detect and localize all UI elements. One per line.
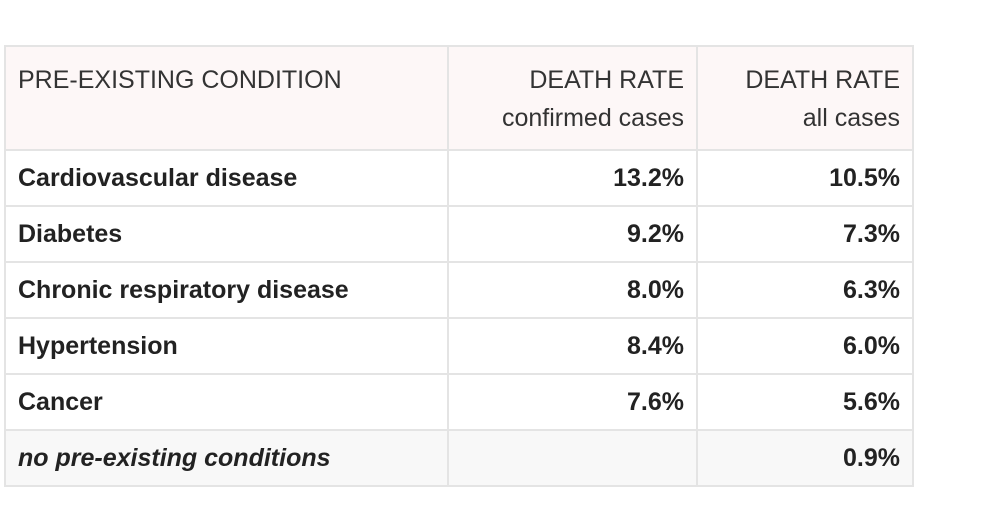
table-row: Cancer 7.6% 5.6% — [4, 373, 914, 431]
all-rate-cell: 0.9% — [696, 429, 914, 487]
cropped-text-line — [0, 0, 1000, 8]
table-row: Hypertension 8.4% 6.0% — [4, 317, 914, 375]
confirmed-rate-cell: 7.6% — [447, 373, 698, 431]
all-rate-cell: 10.5% — [696, 149, 914, 207]
all-rate-cell: 6.3% — [696, 261, 914, 319]
header-all-line2: all cases — [802, 104, 900, 132]
condition-cell: Diabetes — [4, 205, 449, 263]
header-confirmed-line2: confirmed cases — [501, 104, 684, 132]
header-confirmed-line1: DEATH RATE — [529, 66, 684, 94]
table-row: Cardiovascular disease 13.2% 10.5% — [4, 149, 914, 207]
condition-cell: Hypertension — [4, 317, 449, 375]
condition-cell: Chronic respiratory disease — [4, 261, 449, 319]
confirmed-rate-cell: 8.0% — [447, 261, 698, 319]
table-row: Chronic respiratory disease 8.0% 6.3% — [4, 261, 914, 319]
header-condition: PRE-EXISTING CONDITION — [4, 45, 449, 151]
confirmed-rate-cell: 8.4% — [447, 317, 698, 375]
all-rate-cell: 7.3% — [696, 205, 914, 263]
confirmed-rate-cell: 13.2% — [447, 149, 698, 207]
table-row: no pre-existing conditions 0.9% — [4, 429, 914, 487]
confirmed-rate-cell — [447, 429, 698, 487]
header-death-rate-confirmed: DEATH RATE confirmed cases — [447, 45, 698, 151]
all-rate-cell: 5.6% — [696, 373, 914, 431]
death-rate-table: PRE-EXISTING CONDITION DEATH RATE confir… — [4, 45, 914, 487]
condition-cell: no pre-existing conditions — [4, 429, 449, 487]
condition-cell: Cardiovascular disease — [4, 149, 449, 207]
condition-cell: Cancer — [4, 373, 449, 431]
header-condition-label: PRE-EXISTING CONDITION — [18, 66, 342, 94]
header-all-line1: DEATH RATE — [745, 66, 900, 94]
confirmed-rate-cell: 9.2% — [447, 205, 698, 263]
table-row: Diabetes 9.2% 7.3% — [4, 205, 914, 263]
all-rate-cell: 6.0% — [696, 317, 914, 375]
header-death-rate-all: DEATH RATE all cases — [696, 45, 914, 151]
table-header-row: PRE-EXISTING CONDITION DEATH RATE confir… — [4, 45, 914, 151]
